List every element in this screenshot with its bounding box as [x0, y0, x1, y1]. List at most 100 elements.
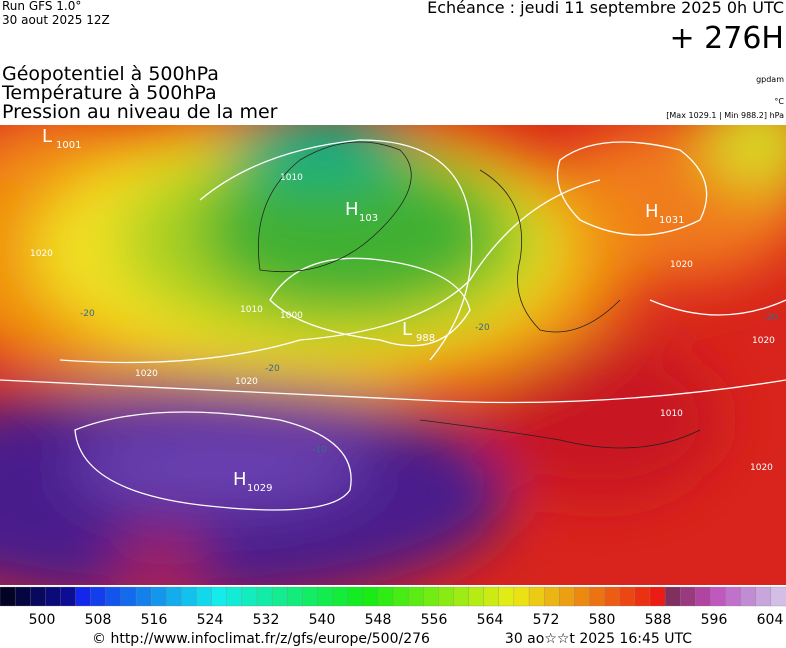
contour-label: 1020 [235, 377, 258, 387]
colorbar-swatch [377, 586, 394, 607]
colorbar-tick-label: 500 [29, 612, 56, 628]
colorbar-swatch [559, 586, 575, 607]
contour-label: -20 [763, 313, 778, 323]
colorbar-tick-label: 508 [85, 612, 112, 628]
colorbar-swatch [407, 586, 424, 607]
colorbar-swatch [740, 586, 757, 607]
colorbar-swatch [0, 586, 16, 607]
colorbar-swatch [392, 586, 409, 607]
colorbar-swatch [710, 586, 726, 607]
colorbar-swatch [423, 586, 439, 607]
colorbar-swatch [45, 586, 61, 607]
colorbar-swatch [544, 586, 560, 607]
footer-date: 30 ao☆☆t 2025 16:45 UTC [505, 631, 692, 647]
pressure-center-letter: H [233, 469, 247, 490]
colorbar-swatch [30, 586, 46, 607]
colorbar-swatch [468, 586, 485, 607]
run-date: 30 aout 2025 12Z [2, 13, 110, 27]
colorbar-swatch [302, 586, 318, 607]
colorbar: 500 508 516 524 532 540 548 556 564 572 580 588 596 6… [0, 586, 786, 628]
colorbar-tick-label: 516 [141, 612, 168, 628]
colorbar-swatch [695, 586, 711, 607]
colorbar-swatch [770, 586, 786, 607]
contour-label: -20 [475, 323, 490, 333]
colorbar-tick-label: 596 [701, 612, 728, 628]
contour-label: 1020 [670, 260, 693, 270]
colorbar-swatch [574, 586, 590, 607]
colorbar-swatch [151, 586, 167, 607]
colorbar-tick-label: 564 [477, 612, 504, 628]
colorbar-tick-label: 572 [533, 612, 560, 628]
colorbar-swatch [483, 586, 500, 607]
colorbar-swatch [256, 586, 273, 607]
contour-label: 1010 [660, 409, 683, 419]
colorbar-swatch [362, 586, 379, 607]
colorbar-tick-label: 604 [757, 612, 784, 628]
colorbar-tick-label: 524 [197, 612, 224, 628]
colorbar-swatch [287, 586, 303, 607]
colorbar-swatch [317, 586, 333, 607]
contour-label: 1020 [752, 336, 775, 346]
colorbar-swatch [181, 586, 197, 607]
colorbar-swatch [332, 586, 349, 607]
colorbar-swatch [90, 586, 107, 607]
field-name: Température à 500hPa [1, 82, 217, 104]
colorbar-swatch [634, 586, 651, 607]
colorbar-swatch [725, 586, 742, 607]
colorbar-swatch [498, 586, 515, 607]
footer-source: © http://www.infoclimat.fr/z/gfs/europe/… [92, 631, 430, 647]
contour-label: -20 [265, 364, 280, 374]
contour-label: 1020 [135, 369, 158, 379]
pressure-center-value: 103 [359, 213, 378, 224]
pressure-center-letter: L [402, 319, 412, 340]
contour-label: 1010 [240, 305, 263, 315]
contour-label: 1020 [750, 463, 773, 473]
colorbar-swatch [196, 586, 213, 607]
colorbar-swatch [528, 586, 545, 607]
colorbar-swatch [347, 586, 364, 607]
colorbar-swatch [14, 586, 31, 607]
pressure-center-value: 1001 [56, 140, 81, 151]
unit: °C [774, 97, 784, 106]
contour-label: 1020 [30, 249, 53, 259]
colorbar-swatch [604, 586, 621, 607]
pressure-center-letter: L [42, 126, 52, 147]
colorbar-swatch [453, 586, 470, 607]
contour-label: -10 [312, 445, 327, 455]
colorbar-swatch [664, 586, 681, 607]
colorbar-swatch [513, 586, 530, 607]
colorbar-swatch [271, 586, 288, 607]
colorbar-tick-label: 580 [589, 612, 616, 628]
map [0, 125, 786, 585]
colorbar-swatch [211, 586, 228, 607]
field-name: Pression au niveau de la mer [2, 101, 278, 123]
pressure-center-value: 1029 [247, 483, 272, 494]
pressure-center-value: 988 [416, 333, 435, 344]
unit: gpdam [756, 75, 784, 84]
colorbar-tick-label: 532 [253, 612, 280, 628]
pressure-center-letter: H [645, 201, 659, 222]
pressure-center-letter: H [345, 199, 359, 220]
colorbar-tick-label: 588 [645, 612, 672, 628]
colorbar-swatch [755, 586, 772, 607]
run: Run GFS 1.0° [2, 0, 81, 13]
colorbar-swatch [438, 586, 454, 607]
colorbar-swatch [75, 586, 92, 607]
lead-time: + 276H [670, 21, 785, 56]
colorbar-swatch [105, 586, 122, 607]
colorbar-tick-label: 556 [421, 612, 448, 628]
valid-time: Echéance : jeudi 11 septembre 2025 0h UT… [427, 0, 784, 17]
colorbar-tick-label: 548 [365, 612, 392, 628]
colorbar-swatch [241, 586, 258, 607]
contour-label: -20 [80, 309, 95, 319]
pressure-center-value: 1031 [659, 215, 684, 226]
colorbar-swatch [135, 586, 152, 607]
contour-label: 1000 [280, 311, 303, 321]
colorbar-swatch [226, 586, 243, 607]
colorbar-swatch [589, 586, 606, 607]
colorbar-swatch [680, 586, 696, 607]
colorbar-swatch [619, 586, 636, 607]
contour-label: 1010 [280, 173, 303, 183]
unit: [Max 1029.1 | Min 988.2] hPa [666, 111, 784, 120]
